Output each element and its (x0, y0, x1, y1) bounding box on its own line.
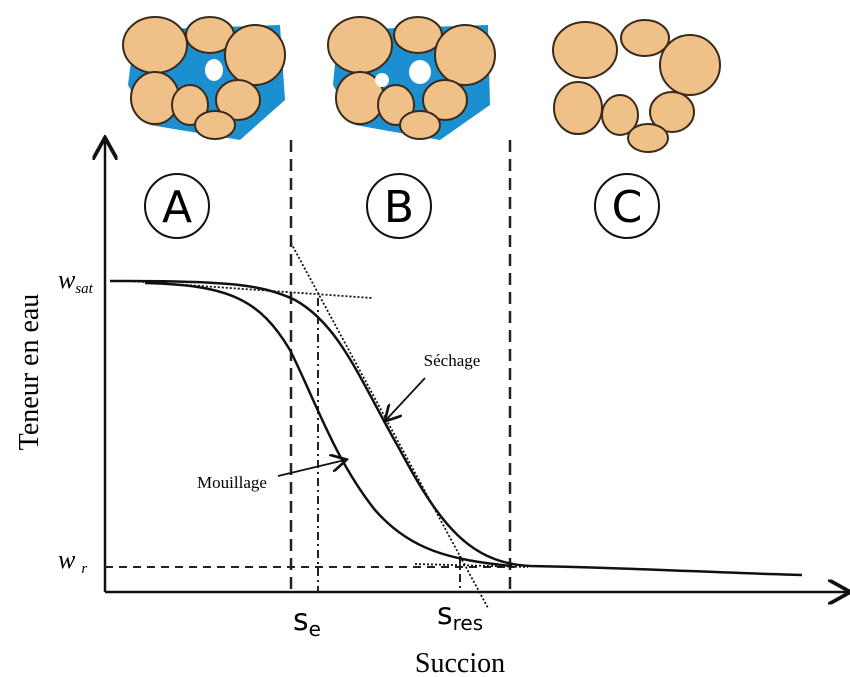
zone-label: A (162, 182, 192, 233)
subscript: e (309, 617, 321, 641)
symbol: s (437, 597, 453, 632)
soil-dry (552, 19, 721, 153)
pointer-arrow (386, 377, 426, 420)
zone-label: B (384, 182, 414, 233)
wetting-curve (144, 281, 513, 568)
w-sat-label: wsat (58, 265, 94, 297)
x-axis-title: Succion (415, 648, 505, 677)
y-axis-title: Teneur en eau (14, 294, 45, 451)
subscript: sat (75, 281, 93, 297)
tangent (290, 242, 489, 609)
tangent (414, 563, 529, 568)
pointer-arrow (277, 460, 345, 477)
symbol: w (58, 265, 76, 294)
wetting-label: Mouillage (197, 473, 267, 492)
se-label: se (293, 603, 321, 641)
sres-label: sres (437, 597, 483, 635)
subscript: r (81, 561, 87, 577)
soil-saturated (122, 16, 286, 140)
soil-drying (327, 16, 496, 140)
drying-curve (109, 279, 803, 577)
zone-circle (144, 173, 210, 239)
drying-label: Séchage (424, 351, 481, 370)
symbol: w (58, 545, 76, 574)
zone-circle (594, 173, 660, 239)
symbol: s (293, 603, 309, 638)
zone-circle (366, 173, 432, 239)
subscript: res (453, 611, 484, 635)
zone-label: C (612, 182, 643, 233)
